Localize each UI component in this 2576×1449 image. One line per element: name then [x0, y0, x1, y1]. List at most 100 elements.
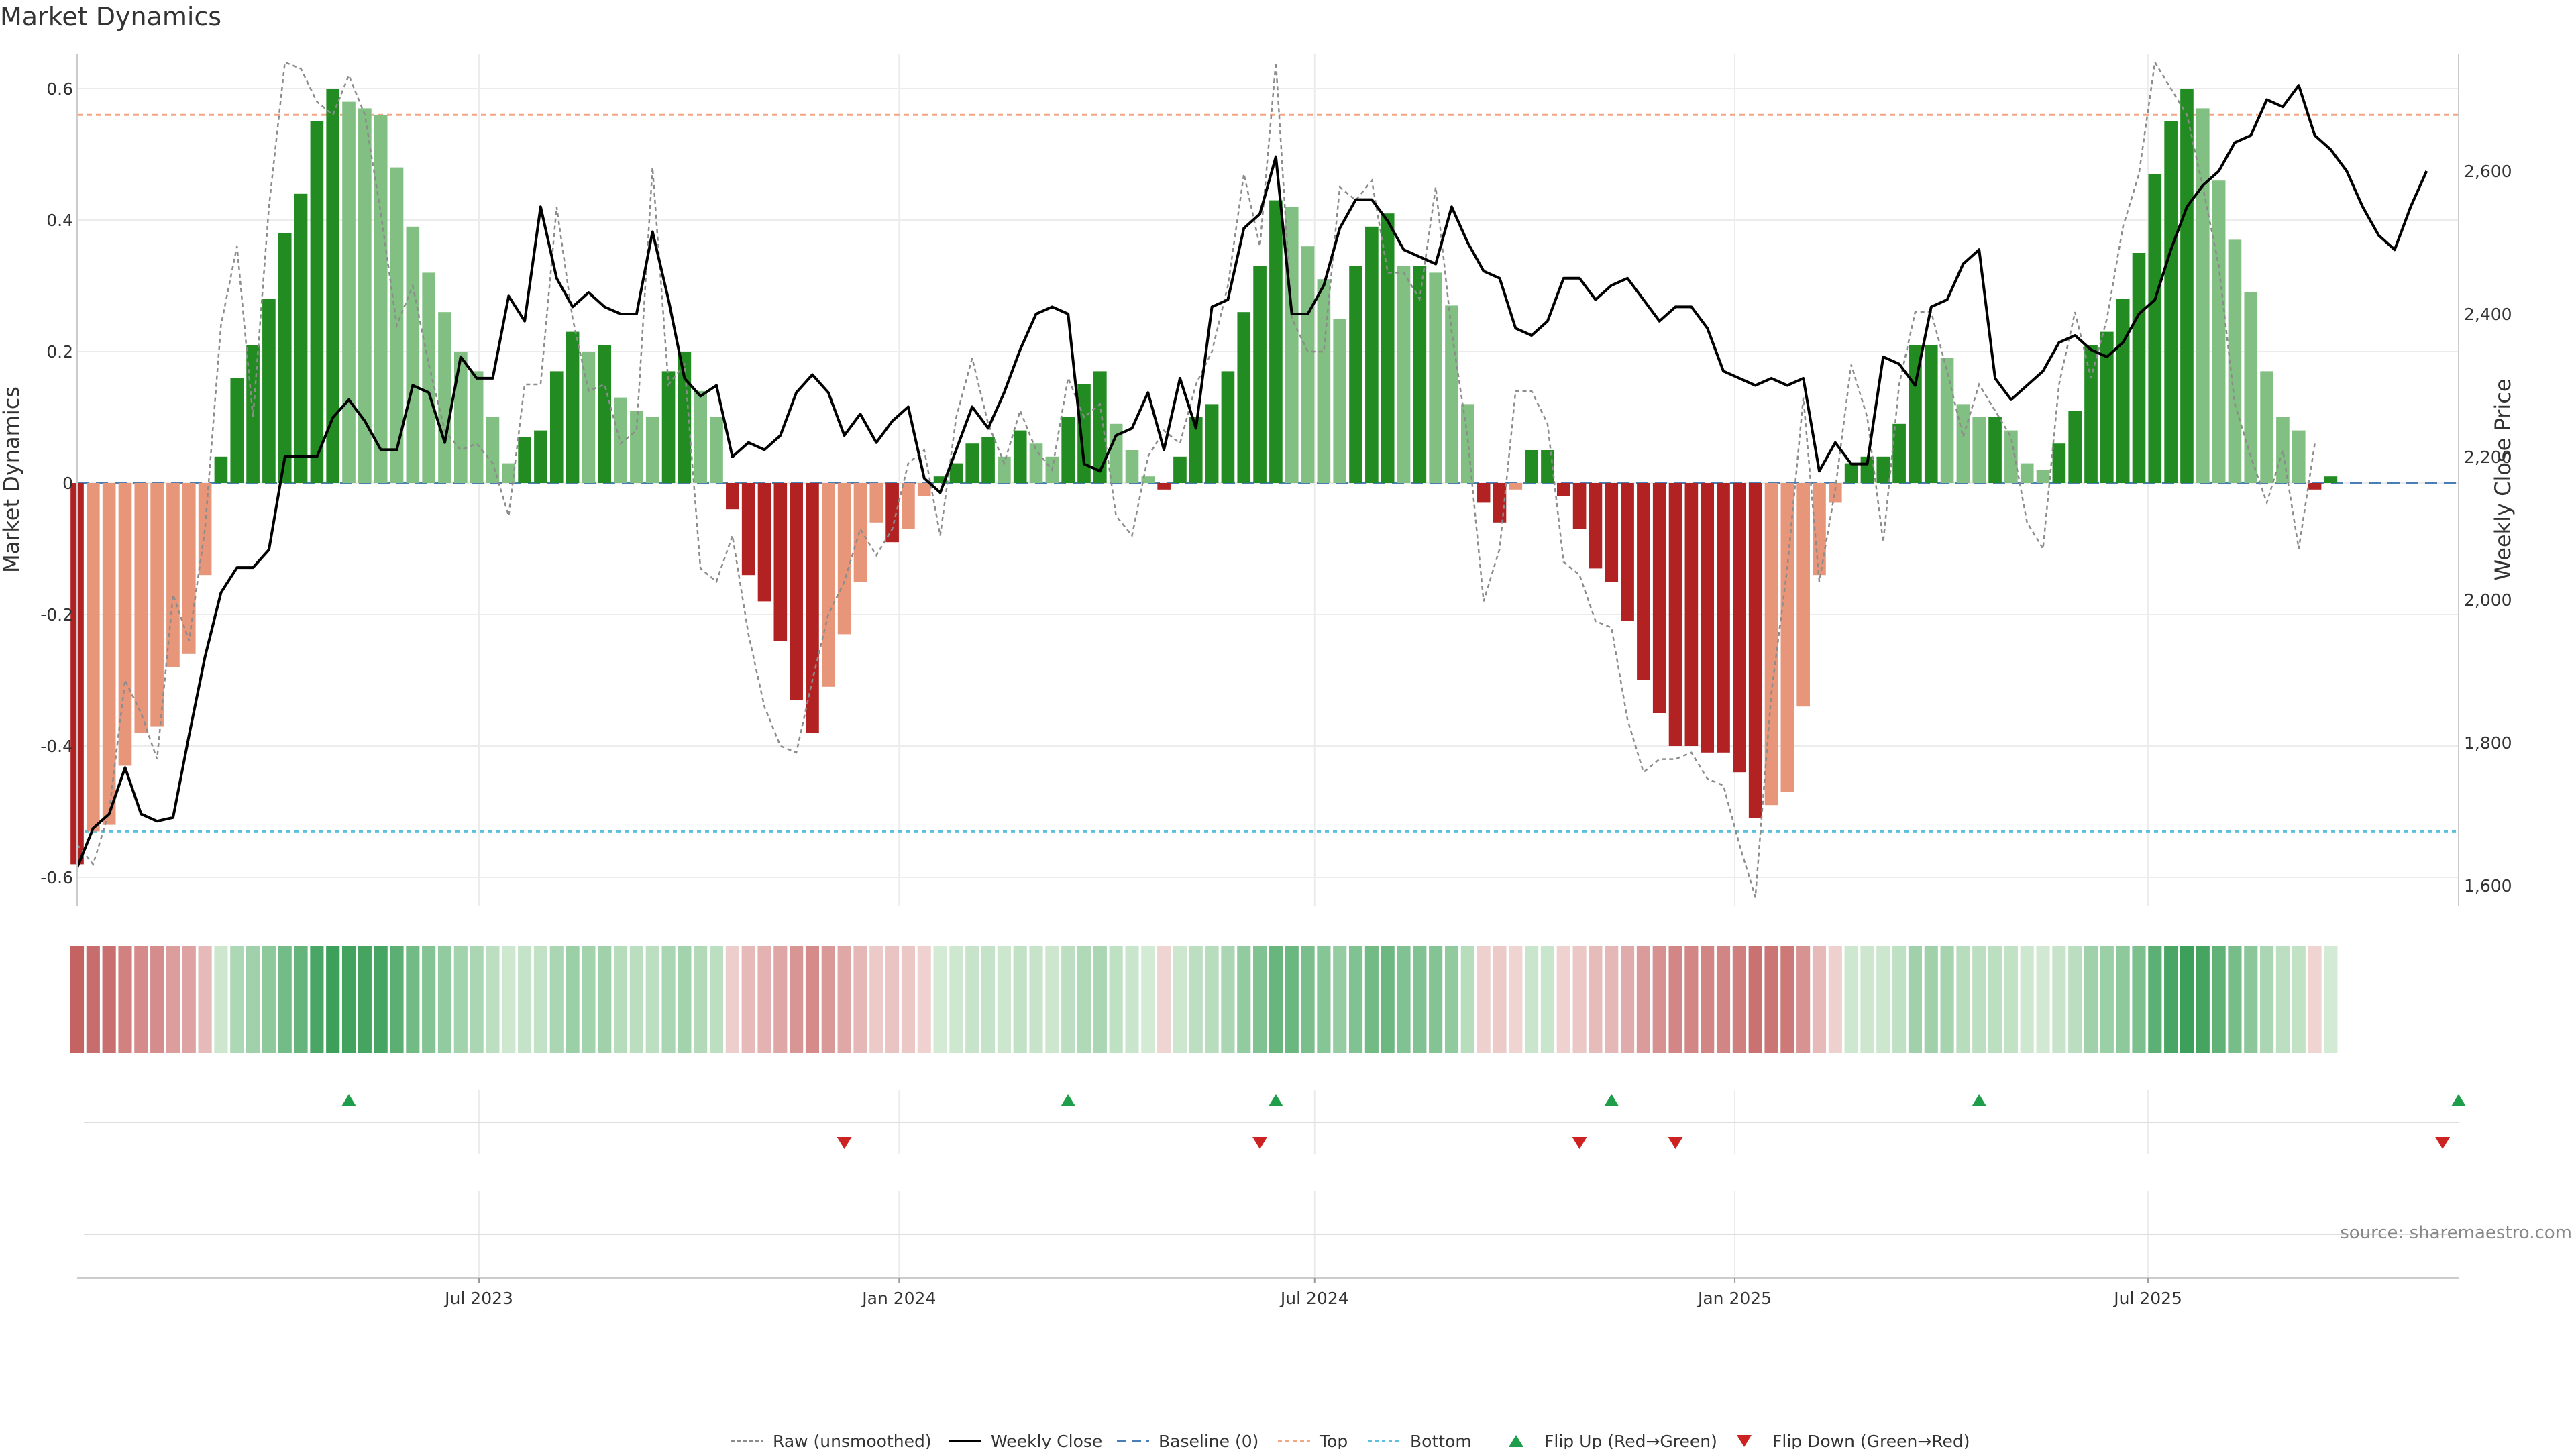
heat-cell	[1732, 946, 1746, 1053]
heat-cell	[246, 946, 260, 1053]
market-dynamics-bar	[1173, 456, 1187, 483]
flip-up-marker	[1972, 1094, 1987, 1106]
legend-item-bottom: Bottom	[1368, 1432, 1472, 1449]
heat-cell	[294, 946, 308, 1053]
heat-cell	[1860, 946, 1874, 1053]
market-dynamics-bar	[453, 352, 468, 483]
heat-cell	[933, 946, 947, 1053]
heat-cell	[1908, 946, 1923, 1053]
heat-cell	[1444, 946, 1459, 1053]
weekly-close-line	[76, 84, 2428, 869]
heat-cell	[1460, 946, 1474, 1053]
market-dynamics-bar	[998, 456, 1011, 483]
market-dynamics-bar	[342, 101, 356, 484]
heat-cell	[262, 946, 276, 1053]
market-dynamics-bar	[87, 483, 100, 832]
heat-cell	[1621, 946, 1635, 1053]
legend-item-top: Top	[1278, 1432, 1348, 1449]
heat-cell	[790, 946, 804, 1053]
market-dynamics-bar	[2180, 89, 2194, 483]
x-tick-label: Jan 2024	[861, 1289, 936, 1308]
heat-cell	[1668, 946, 1682, 1053]
market-dynamics-bar	[2020, 463, 2034, 483]
heat-cell	[2308, 946, 2322, 1053]
market-dynamics-bar	[965, 443, 979, 483]
heat-cell	[1301, 946, 1315, 1053]
heat-cell	[2244, 946, 2258, 1053]
heat-cell	[1077, 946, 1091, 1053]
market-dynamics-bar	[869, 483, 883, 523]
y-axis-title: Market Dynamics	[0, 386, 24, 573]
heat-cell	[453, 946, 468, 1053]
market-dynamics-bar	[1780, 483, 1794, 792]
market-dynamics-bar	[2164, 121, 2178, 483]
heat-cell	[1764, 946, 1778, 1053]
heat-cell	[709, 946, 724, 1053]
heat-cell	[182, 946, 196, 1053]
heat-cell	[374, 946, 388, 1053]
market-dynamics-bar	[853, 483, 867, 582]
market-dynamics-bar	[1652, 483, 1666, 713]
heat-cell	[198, 946, 212, 1053]
market-dynamics-bar	[1924, 345, 1938, 483]
heat-cell	[1029, 946, 1043, 1053]
market-dynamics-bar	[534, 430, 547, 483]
heat-cell	[1477, 946, 1491, 1053]
market-dynamics-bar	[1141, 476, 1155, 483]
market-dynamics-bar	[1445, 305, 1458, 483]
market-dynamics-bar	[1605, 483, 1619, 582]
market-dynamics-bar	[806, 483, 819, 733]
heat-cell	[2212, 946, 2226, 1053]
market-dynamics-bar	[2308, 483, 2322, 490]
flip-up-marker	[1604, 1094, 1619, 1106]
market-dynamics-bar	[1701, 483, 1715, 753]
heat-cell	[1125, 946, 1139, 1053]
heat-cell	[1221, 946, 1235, 1053]
y2-axis-title: Weekly Close Price	[2490, 378, 2516, 580]
market-dynamics-bar	[2260, 371, 2273, 483]
heat-cell	[1381, 946, 1395, 1053]
heat-cell	[2180, 946, 2194, 1053]
heat-cell	[1157, 946, 1171, 1053]
heat-cell	[102, 946, 116, 1053]
y2-tick-label: 2,600	[2464, 162, 2512, 181]
heat-cell	[1748, 946, 1762, 1053]
market-dynamics-bar	[1525, 450, 1538, 483]
y-tick-label: 0.4	[46, 211, 73, 230]
legend-label: Top	[1319, 1432, 1348, 1449]
market-dynamics-bar	[1013, 430, 1027, 483]
market-dynamics-bar	[678, 352, 692, 483]
heat-cell	[1525, 946, 1539, 1053]
market-dynamics-bar	[566, 331, 580, 483]
heat-cell	[1253, 946, 1267, 1053]
market-dynamics-bar	[310, 121, 324, 483]
market-dynamics-bar	[1940, 358, 1954, 483]
heat-cell	[1509, 946, 1523, 1053]
heat-cell	[1701, 946, 1715, 1053]
heat-cell	[1317, 946, 1331, 1053]
market-dynamics-bar	[2084, 345, 2098, 483]
market-dynamics-bar	[2100, 331, 2114, 483]
heat-cell	[2228, 946, 2242, 1053]
y-tick-label: 0.2	[46, 342, 73, 362]
axes: -0.6 -0.4 -0.2 0 0.2 0.4 0.6 1,600 1,800 2,000 2,2…	[40, 54, 2512, 906]
heat-cell	[1093, 946, 1107, 1053]
heat-cell	[166, 946, 180, 1053]
market-dynamics-bar	[2004, 430, 2018, 483]
market-dynamics-bar	[2132, 253, 2146, 483]
market-dynamics-bar	[1413, 266, 1427, 483]
market-dynamics-bar	[2148, 174, 2162, 483]
market-dynamics-bar	[582, 352, 596, 483]
market-dynamics-bar	[1844, 463, 1858, 483]
market-dynamics-bar	[661, 371, 676, 483]
market-dynamics-bar	[1621, 483, 1634, 621]
heat-cell	[1429, 946, 1443, 1053]
market-dynamics-bar	[790, 483, 803, 700]
y2-tick-label: 2,000	[2464, 590, 2512, 610]
market-dynamics-bar	[645, 417, 659, 483]
market-dynamics-bar	[1029, 443, 1043, 483]
heat-cell	[645, 946, 659, 1053]
market-dynamics-bar	[294, 193, 308, 483]
legend-item-raw: Raw (unsmoothed)	[731, 1432, 932, 1449]
